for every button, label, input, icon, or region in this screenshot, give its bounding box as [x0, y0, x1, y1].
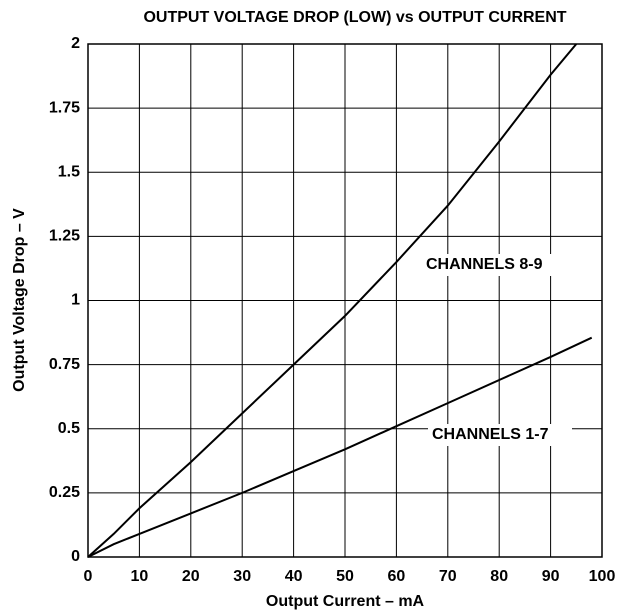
series-label: CHANNELS 8-9: [426, 256, 543, 273]
x-tick-label: 70: [439, 568, 457, 585]
x-tick-label: 50: [336, 568, 354, 585]
y-tick-label: 0.25: [49, 484, 80, 501]
x-tick-label: 40: [285, 568, 303, 585]
x-tick-label: 10: [131, 568, 149, 585]
series-line: [87, 336, 593, 558]
x-tick-label: 0: [84, 568, 93, 585]
x-tick-label: 60: [388, 568, 406, 585]
x-tick-label: 20: [182, 568, 200, 585]
y-tick-label: 0.5: [58, 420, 80, 437]
series-label: CHANNELS 1-7: [432, 426, 549, 443]
series-line: [87, 43, 578, 558]
label-background: [428, 424, 572, 446]
x-tick-label: 90: [542, 568, 560, 585]
y-tick-label: 1.5: [58, 163, 80, 180]
y-tick-label: 1.75: [49, 99, 80, 116]
plot-frame: [87, 43, 603, 558]
y-tick-label: 1.25: [49, 228, 80, 245]
chart-title: OUTPUT VOLTAGE DROP (LOW) vs OUTPUT CURR…: [143, 9, 566, 26]
y-tick-label: 2: [71, 35, 80, 52]
y-axis-label: Output Voltage Drop – V: [11, 208, 28, 392]
label-background: [422, 254, 566, 276]
x-tick-label: 30: [233, 568, 251, 585]
x-tick-label: 80: [490, 568, 508, 585]
y-tick-label: 1: [71, 292, 80, 309]
x-tick-label: 100: [589, 568, 616, 585]
y-tick-label: 0: [71, 548, 80, 565]
y-tick-label: 0.75: [49, 356, 80, 373]
x-axis-label: Output Current – mA: [266, 593, 425, 610]
